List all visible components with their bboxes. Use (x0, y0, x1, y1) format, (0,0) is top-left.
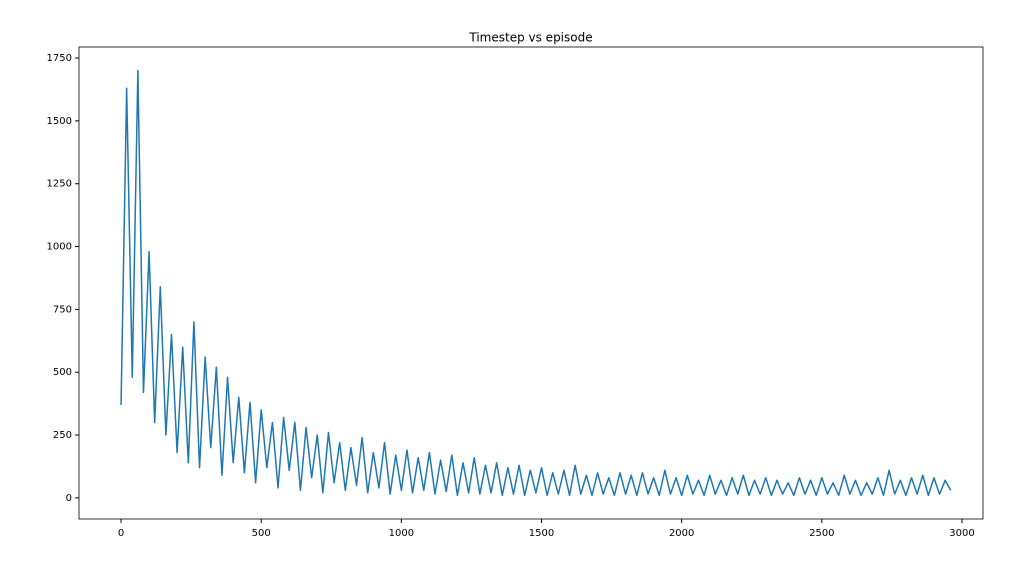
y-tick-label: 1500 (47, 116, 72, 127)
x-tick-label: 3000 (949, 528, 974, 539)
x-tick-label: 2000 (669, 528, 694, 539)
y-tick-label: 0 (66, 493, 72, 504)
x-tick-label: 1000 (389, 528, 414, 539)
x-tick-label: 0 (118, 528, 124, 539)
y-tick-label: 750 (53, 304, 72, 315)
chart-title: Timestep vs episode (468, 31, 592, 45)
plot-frame (78, 46, 984, 520)
y-tick-label: 1750 (47, 53, 72, 64)
x-tick-label: 2500 (809, 528, 834, 539)
x-tick-label: 500 (252, 528, 271, 539)
data-line (120, 69, 952, 497)
x-tick-label: 1500 (529, 528, 554, 539)
y-tick-label: 1250 (47, 179, 72, 190)
y-tick-label: 500 (53, 367, 72, 378)
y-tick-label: 1000 (47, 242, 72, 253)
y-tick-label: 250 (53, 430, 72, 441)
